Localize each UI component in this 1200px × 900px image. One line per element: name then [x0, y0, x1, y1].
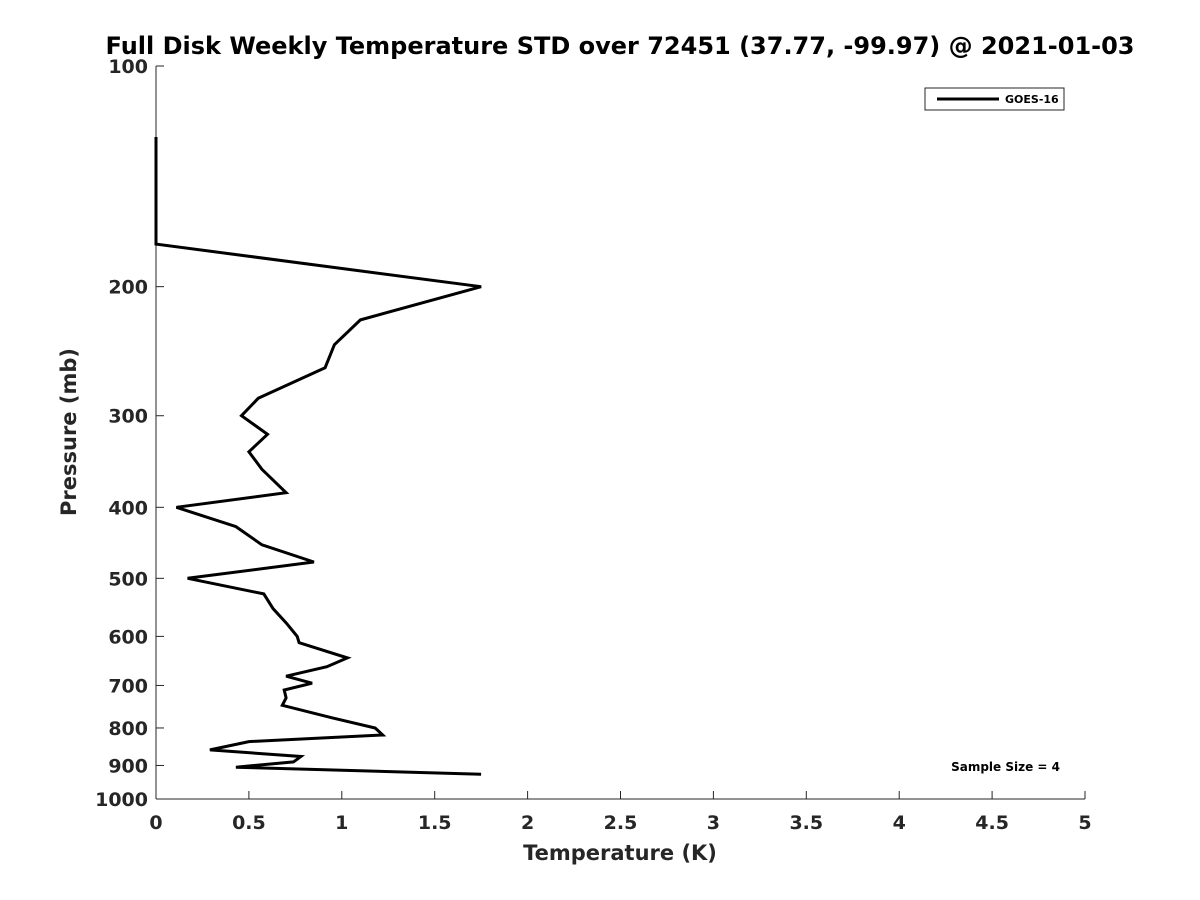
y-tick-label: 400 — [108, 497, 148, 519]
x-tick-label: 1.5 — [418, 812, 452, 834]
y-ticks: 100 200 300 400 500 600 700 800 900 1000 — [95, 56, 164, 811]
y-tick-label: 300 — [108, 406, 148, 428]
y-tick-label: 900 — [108, 755, 148, 777]
y-tick-label: 1000 — [95, 789, 148, 811]
legend: GOES-16 — [924, 87, 1065, 111]
x-tick-label: 4 — [893, 812, 906, 834]
x-tick-label: 2 — [521, 812, 534, 834]
y-tick-label: 200 — [108, 277, 148, 299]
y-tick-label: 700 — [108, 675, 148, 697]
sample-size-annotation: Sample Size = 4 — [951, 760, 1060, 774]
x-tick-label: 2.5 — [604, 812, 638, 834]
x-tick-label: 5 — [1078, 812, 1091, 834]
y-tick-label: 600 — [108, 626, 148, 648]
legend-label: GOES-16 — [1005, 93, 1059, 106]
x-ticks: 0 0.5 1 1.5 2 2.5 3 3.5 4 4.5 5 — [149, 791, 1092, 834]
x-axis-label: Temperature (K) — [523, 841, 717, 865]
series-line — [154, 137, 482, 776]
y-tick-label: 100 — [108, 56, 148, 78]
series-lines — [154, 137, 482, 776]
chart-title: Full Disk Weekly Temperature STD over 72… — [106, 32, 1135, 60]
y-tick-label: 500 — [108, 568, 148, 590]
y-tick-label: 800 — [108, 718, 148, 740]
x-tick-label: 0.5 — [232, 812, 266, 834]
y-axis-label: Pressure (mb) — [57, 348, 81, 516]
x-tick-label: 4.5 — [975, 812, 1009, 834]
plot-area — [155, 66, 1085, 800]
x-tick-label: 1 — [335, 812, 348, 834]
x-tick-label: 3.5 — [789, 812, 823, 834]
x-tick-label: 3 — [707, 812, 720, 834]
x-tick-label: 0 — [149, 812, 162, 834]
